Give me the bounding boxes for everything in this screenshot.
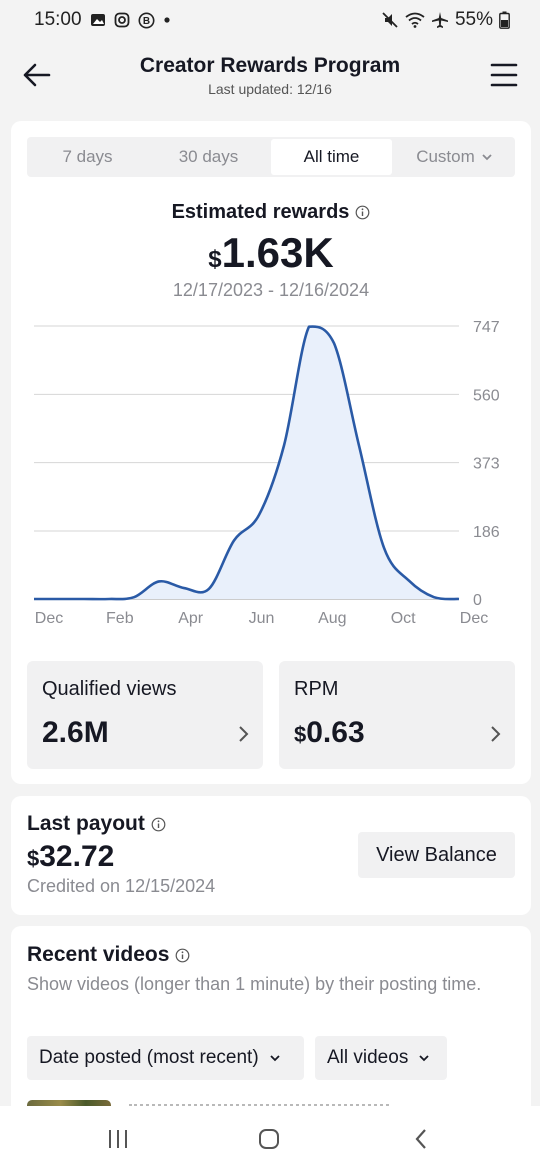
battery-icon: [499, 11, 510, 29]
chevron-down-icon: [419, 1055, 429, 1062]
menu-icon[interactable]: [490, 62, 518, 88]
date-range-tabs: 7 days 30 days All time Custom: [27, 137, 515, 177]
chart-series-line: [34, 325, 460, 601]
stat-value: $0.63: [294, 716, 365, 749]
info-icon[interactable]: [355, 205, 370, 220]
system-nav-bar: [0, 1106, 540, 1170]
chart-x-tick-label: Dec: [460, 610, 488, 627]
recent-videos-label: Recent videos: [27, 943, 170, 966]
estimated-rewards-amount: $1.63K: [11, 229, 531, 277]
svg-text:B: B: [142, 16, 149, 27]
last-updated-text: Last updated: 12/16: [208, 81, 332, 97]
recent-videos-heading: Recent videos: [27, 943, 190, 967]
chart-y-tick-label: 186: [473, 524, 500, 541]
app-header: Creator Rewards Program Last updated: 12…: [0, 40, 540, 112]
chart-y-tick-label: 373: [473, 456, 500, 473]
rewards-value: 1.63K: [221, 229, 334, 276]
wifi-icon: [405, 12, 425, 28]
chart-x-tick-label: Aug: [318, 610, 346, 627]
page-title: Creator Rewards Program: [139, 54, 401, 77]
last-payout-heading: Last payout: [27, 812, 166, 836]
chevron-down-icon: [482, 154, 492, 161]
chart-x-tick-label: Jun: [249, 610, 275, 627]
tab-custom[interactable]: Custom: [394, 137, 515, 177]
tab-custom-label: Custom: [416, 147, 475, 166]
stat-value: 2.6M: [42, 716, 109, 749]
view-balance-button[interactable]: View Balance: [358, 832, 515, 878]
tab-30-days[interactable]: 30 days: [178, 147, 239, 166]
filter-label: All videos: [327, 1047, 409, 1068]
status-time: 15:00: [34, 9, 82, 30]
last-payout-card: Last payout $32.72 Credited on 12/15/202…: [11, 796, 531, 915]
dot-icon: [163, 16, 171, 24]
tab-all-time[interactable]: All time: [271, 139, 392, 175]
rpm-card[interactable]: RPM $0.63: [279, 661, 515, 769]
chevron-right-icon: [239, 726, 249, 742]
gallery-icon: [90, 12, 106, 28]
video-title-partial: [129, 1104, 389, 1110]
chart-x-tick-label: Dec: [35, 610, 63, 627]
qualified-views-card[interactable]: Qualified views 2.6M: [27, 661, 263, 769]
battery-percent: 55%: [454, 9, 493, 30]
chart-y-tick-label: 747: [473, 319, 500, 336]
currency-symbol: $: [208, 246, 222, 273]
sort-dropdown[interactable]: Date posted (most recent): [27, 1036, 304, 1080]
payout-credited-text: Credited on 12/15/2024: [27, 876, 216, 896]
chevron-right-icon: [491, 726, 501, 742]
tab-7-days[interactable]: 7 days: [62, 147, 113, 166]
airplane-icon: [431, 11, 449, 29]
rewards-card: 7 days 30 days All time Custom Estimated…: [11, 121, 531, 784]
payout-amount: $32.72: [27, 840, 115, 873]
stat-label: RPM: [294, 678, 339, 700]
rewards-chart: 0 186 373 560 747 Dec Feb Apr Jun Aug Oct Dec: [34, 319, 500, 627]
instagram-icon: [114, 12, 130, 28]
back-arrow-icon[interactable]: [20, 58, 54, 92]
home-icon[interactable]: [254, 1124, 284, 1154]
date-range-text: 12/17/2023 - 12/16/2024: [172, 280, 370, 300]
chart-x-tick-label: Oct: [391, 610, 416, 627]
info-icon[interactable]: [151, 817, 166, 832]
chart-area-fill: [34, 326, 459, 600]
last-payout-label: Last payout: [27, 812, 145, 835]
chart-x-tick-label: Feb: [106, 610, 134, 627]
info-icon[interactable]: [175, 948, 190, 963]
chart-y-tick-label: 560: [473, 387, 500, 404]
stat-label: Qualified views: [42, 678, 177, 700]
chart-x-tick-label: Apr: [178, 610, 204, 627]
filter-dropdown[interactable]: All videos: [315, 1036, 447, 1080]
status-bar: 15:00 B 55%: [0, 0, 540, 40]
chevron-down-icon: [270, 1055, 280, 1062]
estimated-rewards-heading: Estimated rewards: [11, 201, 531, 224]
chart-y-tick-label: 0: [473, 592, 482, 609]
header-titles: Creator Rewards Program Last updated: 12…: [0, 54, 540, 97]
back-nav-icon[interactable]: [406, 1124, 436, 1154]
estimated-rewards-label: Estimated rewards: [171, 201, 350, 223]
sort-label: Date posted (most recent): [39, 1047, 259, 1068]
recent-videos-description: Show videos (longer than 1 minute) by th…: [27, 974, 482, 994]
b-badge-icon: B: [138, 12, 155, 29]
recent-videos-card: Recent videos Show videos (longer than 1…: [11, 926, 531, 1130]
mute-icon: [381, 11, 399, 29]
recent-apps-icon[interactable]: [103, 1124, 133, 1154]
